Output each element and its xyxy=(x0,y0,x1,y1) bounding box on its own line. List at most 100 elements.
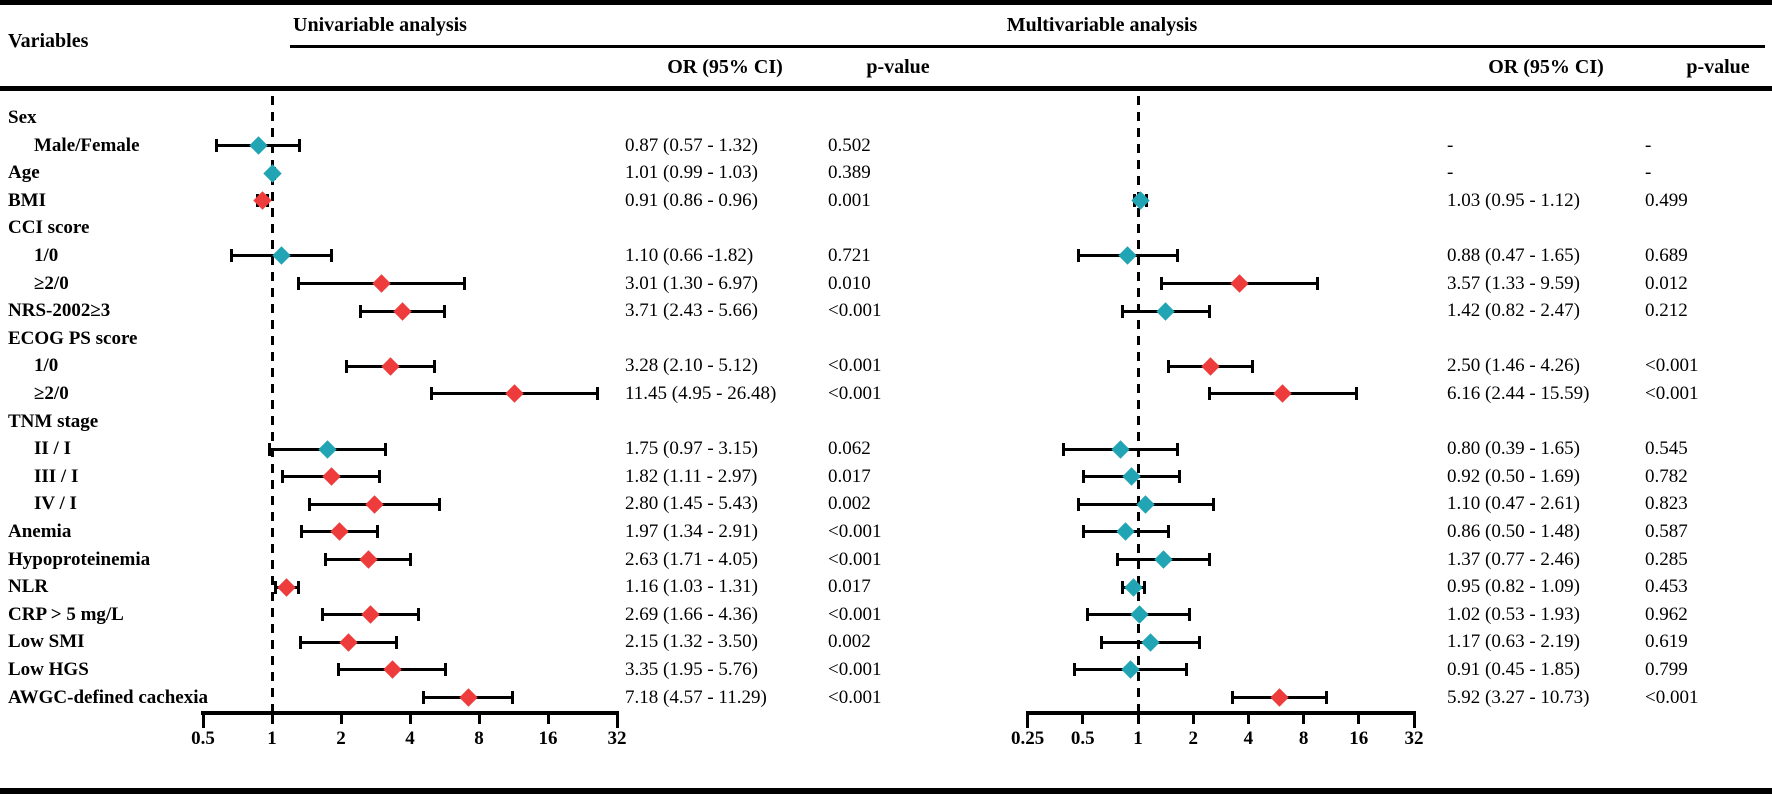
variable-label-anemia: Anemia xyxy=(8,521,72,542)
uni-ci-cap-low xyxy=(321,608,325,622)
multi-p-value: 0.285 xyxy=(1645,548,1688,570)
multi-or-marker xyxy=(1270,688,1289,707)
uni-ci-cap-low xyxy=(267,442,271,456)
multi-or-marker xyxy=(1201,356,1221,376)
multi-ci-cap-high xyxy=(1354,387,1358,401)
multi-or-ci-value: 0.95 (0.82 - 1.09) xyxy=(1447,576,1580,598)
variable-label-nlr: NLR xyxy=(8,576,49,598)
uni-ci-cap-high xyxy=(416,608,420,622)
uni-p-value: 0.389 xyxy=(828,162,871,184)
multi-or-marker xyxy=(1116,522,1136,541)
uni-p-value: 0.502 xyxy=(828,134,871,156)
multi-x-tick-label: 8 xyxy=(1298,728,1309,749)
multi-ci-cap-high xyxy=(1316,276,1320,290)
variable-label-male-female: Male/Female xyxy=(34,134,140,156)
variable-label-low-smi: Low SMI xyxy=(8,631,85,653)
uni-or-ci-value: 1.01 (0.99 - 1.03) xyxy=(625,162,758,184)
multi-ci-cap-low xyxy=(1076,249,1080,263)
multi-or-ci-value: 0.80 (0.39 - 1.65) xyxy=(1447,438,1580,460)
uni-ci-cap-low xyxy=(215,138,219,152)
uni-or-marker xyxy=(505,384,524,403)
multi-ci-cap-low xyxy=(1081,470,1085,484)
multi-p-value: - xyxy=(1645,134,1652,156)
multi-x-tick xyxy=(1246,711,1250,724)
multi-or-ci-value: 1.42 (0.82 - 2.47) xyxy=(1447,300,1580,322)
uni-ci-cap-low xyxy=(307,497,311,511)
multivariable-title: Multivariable analysis xyxy=(1006,14,1198,36)
multi-ci-cap-high xyxy=(1188,608,1192,622)
uni-or-ci-value: 1.16 (1.03 - 1.31) xyxy=(625,576,758,598)
variable-label-ecog-ps-score: ECOG PS score xyxy=(8,327,138,349)
multi-ci-cap-high xyxy=(1184,663,1188,677)
multi-or-ci-value: 1.10 (0.47 - 2.61) xyxy=(1447,493,1580,515)
multi-x-tick xyxy=(1357,711,1361,724)
uni-ci-cap-high xyxy=(438,497,442,511)
multi-or-ci-value: 1.03 (0.95 - 1.12) xyxy=(1447,189,1580,211)
multi-ci-cap-low xyxy=(1121,304,1125,318)
uni-ci-cap-high xyxy=(511,690,515,704)
multi-or-marker xyxy=(1230,274,1249,293)
uni-or-marker xyxy=(338,632,358,652)
multi-or-ci-value: 5.92 (3.27 - 10.73) xyxy=(1447,686,1590,708)
uni-or-ci-value: 1.75 (0.97 - 3.15) xyxy=(625,438,758,460)
multi-or-ci-value: 1.37 (0.77 - 2.46) xyxy=(1447,548,1580,570)
uni-ci-cap-low xyxy=(298,635,302,649)
multi-ci-cap-high xyxy=(1177,470,1181,484)
multi-ci-cap-low xyxy=(1073,663,1077,677)
uni-p-value: 0.010 xyxy=(828,272,871,294)
uni-ci-cap-high xyxy=(296,580,300,594)
variable-label-nrs-2002-3: NRS-2002≥3 xyxy=(8,300,111,322)
uni-or-marker xyxy=(359,550,378,569)
uni-ci-cap-low xyxy=(229,249,233,263)
uni-ci-cap-high xyxy=(384,442,388,456)
multi-or-marker xyxy=(1111,439,1130,459)
uni-ci-cap-high xyxy=(432,359,436,373)
variable-label-age: Age xyxy=(8,162,40,184)
uni-or-ci-value: 2.63 (1.71 - 4.05) xyxy=(625,548,758,570)
multi-ci-cap-high xyxy=(1324,690,1328,704)
multi-ci-cap-low xyxy=(1100,635,1104,649)
multi-ci-cap-high xyxy=(1142,580,1146,594)
multi-x-tick-label: 1 xyxy=(1133,728,1143,749)
multi-p-value: 0.012 xyxy=(1645,272,1688,294)
uni-or-marker xyxy=(272,246,291,265)
multi-ci-cap-high xyxy=(1175,442,1179,456)
uni-x-tick-label: 4 xyxy=(405,728,415,749)
multi-ci-cap-low xyxy=(1208,387,1212,401)
uni-ci-cap-low xyxy=(281,470,285,484)
uni-ci-cap-low xyxy=(273,580,277,594)
variable-label-iv-i: IV / I xyxy=(34,493,77,515)
uni-x-tick xyxy=(408,711,412,724)
uni-x-tick xyxy=(615,711,619,728)
uni-p-value: <0.001 xyxy=(828,686,882,708)
uni-p-value: 0.062 xyxy=(828,438,871,460)
multi-or-ci-value: 1.02 (0.53 - 1.93) xyxy=(1447,603,1580,625)
uni-x-tick-label: 32 xyxy=(607,728,627,749)
uni-or-marker xyxy=(263,163,283,183)
multi-or-ci-value: 0.91 (0.45 - 1.85) xyxy=(1447,659,1580,680)
uni-or-marker xyxy=(248,136,268,155)
uni-or-ci-value: 0.91 (0.86 - 0.96) xyxy=(625,189,758,211)
uni-ci-cap-high xyxy=(376,525,380,539)
uni-or-marker xyxy=(277,577,296,597)
multi-x-tick-label: 0.25 xyxy=(1010,728,1045,749)
uni-x-tick xyxy=(546,711,550,724)
uni-ci-cap-high xyxy=(409,552,413,566)
multi-p-value: 0.499 xyxy=(1645,189,1688,211)
multi-p-value: 0.799 xyxy=(1645,659,1688,680)
multi-ci-cap-low xyxy=(1086,608,1090,622)
multi-p-value: 0.619 xyxy=(1645,631,1688,653)
multi-p-value-column-header: p-value xyxy=(1686,56,1750,78)
multi-ci-cap-low xyxy=(1081,525,1085,539)
variable-label-bmi: BMI xyxy=(8,189,46,211)
variable-label-crp-5-mg-l: CRP > 5 mg/L xyxy=(8,603,124,625)
uni-x-tick xyxy=(270,711,274,724)
uni-p-value: 0.017 xyxy=(828,465,871,487)
uni-or-marker xyxy=(318,439,337,459)
uni-ci-cap-high xyxy=(297,138,301,152)
univariable-title: Univariable analysis xyxy=(293,14,467,36)
variable-label-hypoproteinemia: Hypoproteinemia xyxy=(8,548,151,570)
uni-or-ci-value: 1.97 (1.34 - 2.91) xyxy=(625,521,758,542)
multi-or-ci-value: 0.92 (0.50 - 1.69) xyxy=(1447,465,1580,487)
